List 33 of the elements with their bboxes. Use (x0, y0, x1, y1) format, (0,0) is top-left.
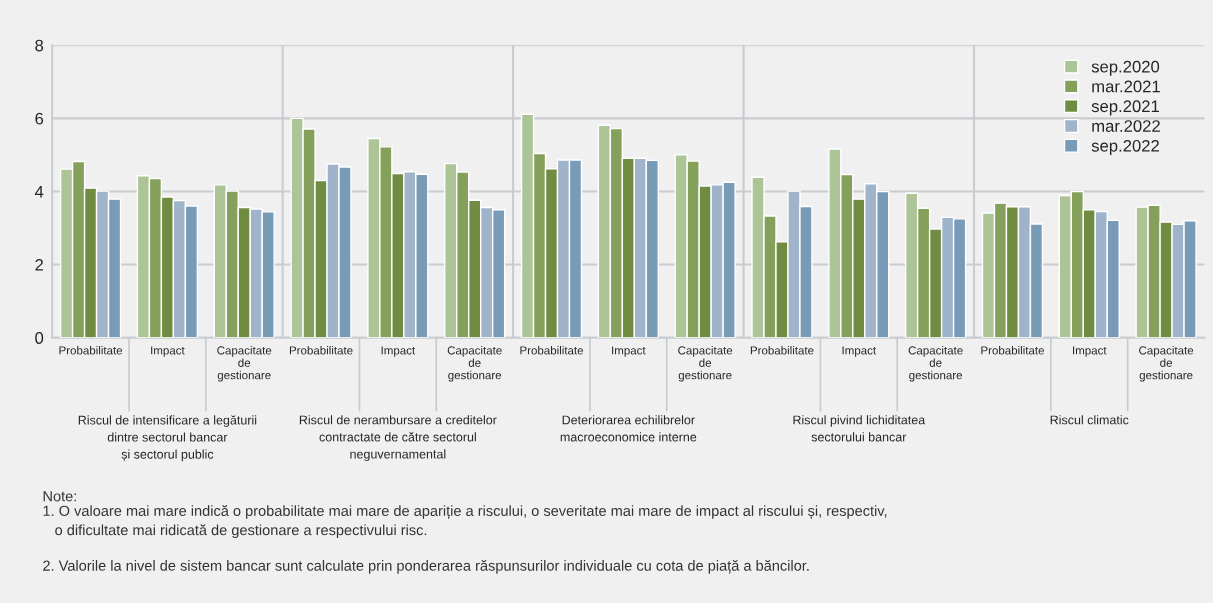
x-tick-label: Capacitate de gestionare (1139, 346, 1194, 382)
x-tick-label: Capacitate de gestionare (678, 346, 733, 382)
text: 2. Valorile la nivel de sistem bancar sunt calculate prin ponderarea răspunsurilor individuale cu cota de piață a băncilor. (43, 559, 809, 574)
x-tick-label: Probabilitate (59, 346, 123, 355)
legend-label: sep.2020 (1091, 60, 1160, 76)
legend-label: sep.2021 (1091, 100, 1159, 116)
y-tick-label: 0 (35, 332, 44, 344)
x-tick-label: Probabilitate (289, 346, 353, 355)
text: Riscul de intensificare a legăturii dintre sectorul bancar și sectorul public (78, 415, 257, 462)
x-tick-label: Impact (842, 346, 877, 357)
text: Riscul de nerambursare a creditelor contractate de către sectorul neguvernamental (299, 415, 497, 462)
text: Riscul climatic (1050, 415, 1129, 425)
y-tick-label: 2 (35, 258, 43, 271)
x-tick-label: Probabilitate (750, 346, 814, 355)
legend-label: sep.2022 (1091, 139, 1159, 156)
text: 1. O valoare mai mare indică o probabilitate mai mare de apariție a riscului, o severitate mai mare de impact al riscului și, respectiv, o dificultate mai ridicată de gestionare a respectivului risc. (43, 505, 887, 539)
y-tick-label: 6 (35, 112, 44, 125)
x-tick-label: Probabilitate (520, 346, 584, 355)
legend-label: mar.2021 (1092, 80, 1160, 93)
y-tick-label: 4 (34, 186, 44, 198)
text: Deteriorarea echilibrelor macroeconomice interne (560, 415, 697, 442)
x-tick-label: Impact (151, 346, 185, 357)
x-tick-label: Impact (612, 346, 646, 357)
y-tick-label: 8 (35, 39, 44, 52)
x-tick-label: Impact (1073, 346, 1107, 357)
x-tick-label: Impact (381, 346, 416, 357)
legend-label: mar.2022 (1092, 120, 1160, 132)
text: Riscul pivind lichiditatea sectorului bancar (793, 415, 926, 442)
x-tick-label: Capacitate de gestionare (447, 346, 502, 382)
x-tick-label: Probabilitate (981, 346, 1044, 355)
x-tick-label: Capacitate de gestionare (908, 346, 963, 382)
x-tick-label: Capacitate de gestionare (217, 346, 272, 382)
text: Note: (43, 491, 76, 502)
